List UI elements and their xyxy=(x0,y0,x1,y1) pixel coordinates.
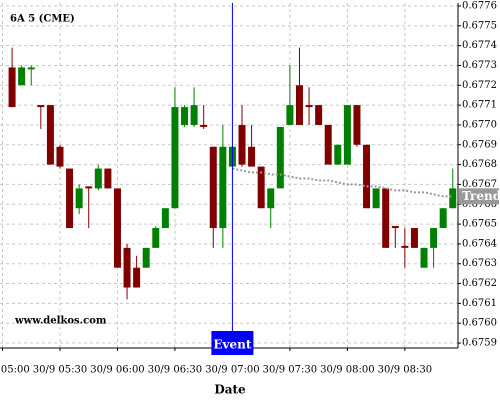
y-tick-label: 0.6765 xyxy=(462,219,497,230)
trend-line xyxy=(232,167,453,198)
y-tick-label: 0.6763 xyxy=(462,258,497,269)
candle-body xyxy=(8,67,16,108)
candle-body xyxy=(18,67,26,86)
candle-body xyxy=(161,208,169,229)
candle-body xyxy=(363,144,371,209)
y-tick-label: 0.6762 xyxy=(462,278,497,289)
candle-body xyxy=(85,186,93,189)
candle-body xyxy=(152,228,160,248)
candle-body xyxy=(219,146,227,229)
candle-body xyxy=(27,67,35,70)
candle-body xyxy=(276,126,284,189)
candle-body xyxy=(334,144,342,165)
trend-label-box xyxy=(459,188,499,205)
candle-body xyxy=(142,247,150,268)
y-tick-label: 0.6760 xyxy=(462,318,497,329)
candle-body xyxy=(133,267,141,288)
x-tick-label: 30/9 05:30 xyxy=(33,365,87,376)
y-tick-label: 0.6759 xyxy=(462,338,497,349)
candle-body xyxy=(238,124,246,165)
y-tick-label: 0.6764 xyxy=(462,238,497,249)
x-tick-label: 30/9 07:00 xyxy=(205,365,259,376)
candle-body xyxy=(113,188,121,268)
candle-body xyxy=(171,107,179,209)
y-tick-label: 0.6772 xyxy=(462,80,497,91)
candle-body xyxy=(305,105,313,108)
x-tick-label: 30/9 07:30 xyxy=(263,365,317,376)
y-tick-label: 0.6771 xyxy=(462,100,497,111)
y-tick-label: 0.6761 xyxy=(462,298,497,309)
candle-body xyxy=(248,146,256,167)
event-label: Event xyxy=(213,338,251,352)
candle-body xyxy=(343,105,351,165)
candle-body xyxy=(324,124,332,165)
candle-body xyxy=(75,188,83,209)
candle-body xyxy=(382,188,390,248)
y-tick-label: 0.6775 xyxy=(462,20,497,31)
watermark: www.delkos.com xyxy=(14,316,107,327)
candle-body xyxy=(372,188,380,209)
x-tick-label: 30/9 08:30 xyxy=(378,365,432,376)
candle-body xyxy=(449,188,457,209)
candle-body xyxy=(286,105,294,125)
y-tick-label: 0.6767 xyxy=(462,179,497,190)
y-tick-label: 0.6770 xyxy=(462,119,497,130)
x-tick-label: 30/9 06:00 xyxy=(90,365,144,376)
trend-label: Trend xyxy=(462,189,500,203)
candle-body xyxy=(315,105,323,125)
candle-body xyxy=(94,168,102,189)
candle-body xyxy=(46,105,54,165)
candle-body xyxy=(190,105,198,125)
candle-body xyxy=(430,228,438,248)
y-tick-label: 0.6776 xyxy=(462,0,497,11)
candle-body xyxy=(200,124,208,127)
y-tick-label: 0.6773 xyxy=(462,60,497,71)
candle-body xyxy=(66,168,74,229)
x-axis-title: Date xyxy=(214,383,246,397)
candle-body xyxy=(353,105,361,145)
candle-body xyxy=(391,226,399,229)
candle-body xyxy=(410,228,418,248)
candle-body xyxy=(295,85,303,125)
candle-body xyxy=(439,208,447,229)
candle-body xyxy=(56,146,64,167)
candle-body xyxy=(209,146,217,229)
candle-body xyxy=(420,247,428,268)
candle-body xyxy=(257,166,265,209)
candle-body xyxy=(267,188,275,209)
candle-body xyxy=(104,168,112,189)
x-tick-label: 30/9 05:00 xyxy=(0,365,30,376)
candle-body xyxy=(181,107,189,125)
chart-title: 6A 5 (CME) xyxy=(10,14,75,25)
y-tick-label: 0.6768 xyxy=(462,159,497,170)
candle-body xyxy=(123,247,131,288)
candle-body xyxy=(37,105,45,108)
x-tick-label: 30/9 06:30 xyxy=(148,365,202,376)
y-tick-label: 0.6769 xyxy=(462,139,497,150)
event-box xyxy=(211,331,254,355)
x-tick-label: 30/9 08:00 xyxy=(320,365,374,376)
y-tick-label: 0.6774 xyxy=(462,40,497,51)
candle-body xyxy=(401,245,409,248)
